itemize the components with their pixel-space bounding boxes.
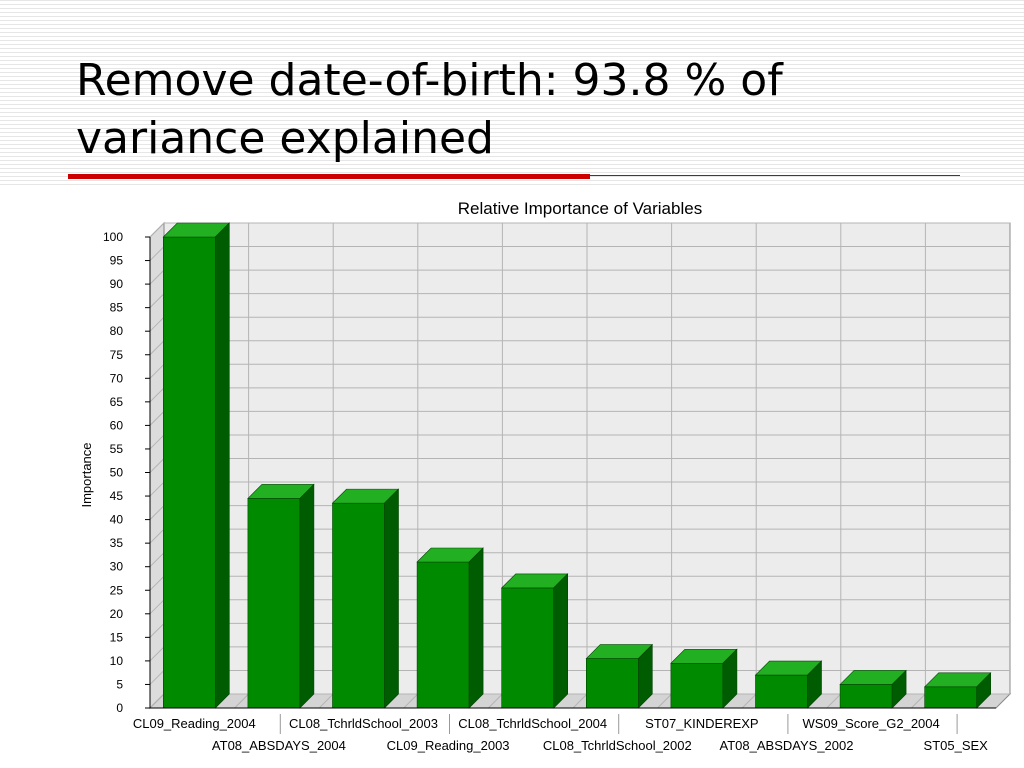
bar	[585, 658, 639, 709]
y-tick-label: 95	[110, 254, 124, 268]
gridline-floor	[826, 693, 842, 709]
bar	[247, 498, 301, 709]
bar	[416, 561, 470, 709]
gridline-floor	[741, 693, 757, 709]
slide-title: Remove date-of-birth: 93.8 % of variance…	[76, 52, 976, 168]
bar-side	[553, 573, 569, 709]
x-category-label: ST05_SEX	[924, 738, 989, 753]
y-axis-label: Importance	[79, 442, 94, 507]
gridline-side	[149, 528, 165, 544]
y-tick-label: 85	[110, 301, 124, 315]
x-category-label: CL08_TchrldSchool_2003	[289, 716, 438, 731]
gridline-floor	[234, 693, 249, 709]
gridline-side	[149, 411, 165, 426]
y-tick-label: 90	[110, 277, 124, 291]
bar-side	[215, 222, 230, 709]
bar-side	[299, 483, 315, 709]
x-category-label: AT08_ABSDAYS_2004	[212, 738, 346, 753]
bar	[163, 236, 216, 709]
gridline-side	[149, 622, 165, 638]
title-underline-accent	[68, 174, 590, 179]
x-category-label: CL09_Reading_2003	[387, 738, 510, 753]
y-tick-label: 20	[110, 607, 124, 621]
bar	[501, 587, 555, 709]
chart-panel: Relative Importance of Variables Importa…	[0, 186, 1024, 768]
gridline-side	[149, 505, 165, 520]
slide-title-line-1: Remove date-of-birth: 93.8 % of	[76, 55, 783, 106]
gridline-side	[149, 670, 165, 685]
title-underline-thin	[590, 175, 960, 176]
y-tick-label: 10	[110, 654, 124, 668]
gridline-side	[149, 269, 165, 285]
y-tick-label: 80	[110, 324, 124, 338]
gridline-side	[149, 222, 165, 238]
y-tick-label: 70	[110, 371, 124, 385]
y-tick-label: 65	[110, 395, 124, 409]
bar	[924, 686, 978, 709]
y-tick-label: 60	[110, 418, 124, 432]
gridline-side	[149, 340, 165, 356]
bar-side	[637, 643, 653, 709]
y-tick-label: 75	[110, 348, 124, 362]
x-category-label: ST07_KINDEREXP	[645, 716, 758, 731]
x-category-label: CL08_TchrldSchool_2004	[458, 716, 607, 731]
y-tick-label: 45	[110, 489, 124, 503]
gridline-side	[149, 316, 165, 332]
gridline-side	[149, 246, 165, 261]
bar	[332, 502, 385, 709]
gridline-side	[149, 434, 165, 450]
y-tick-label: 55	[110, 442, 124, 456]
gridline-side	[149, 481, 165, 497]
y-tick-label: 35	[110, 536, 124, 550]
x-category-label: CL08_TchrldSchool_2002	[543, 738, 692, 753]
gridline-floor	[403, 693, 419, 709]
bar	[755, 674, 808, 709]
y-tick-label: 30	[110, 560, 124, 574]
y-tick-label: 40	[110, 513, 124, 527]
importance-bar-chart: Relative Importance of Variables Importa…	[79, 199, 1012, 753]
x-category-label: CL09_Reading_2004	[133, 716, 256, 731]
gridline-side	[149, 646, 165, 662]
gridline-floor	[572, 693, 588, 709]
y-tick-label: 15	[110, 630, 124, 644]
y-tick-label: 25	[110, 583, 124, 597]
bar	[670, 662, 724, 709]
x-category-label: AT08_ABSDAYS_2002	[720, 738, 854, 753]
gridline-floor	[488, 693, 503, 709]
gridline-side	[149, 693, 165, 709]
gridline-side	[149, 387, 165, 403]
gridline-side	[149, 293, 165, 309]
y-tick-label: 0	[116, 701, 123, 715]
x-category-label: WS09_Score_G2_2004	[802, 716, 939, 731]
gridline-side	[149, 363, 165, 379]
bar	[839, 684, 893, 709]
gridline-floor	[657, 693, 672, 709]
gridline-floor	[911, 693, 926, 709]
chart-title: Relative Importance of Variables	[458, 199, 702, 218]
gridline-side	[149, 599, 165, 615]
bar-side	[891, 669, 907, 709]
bar-side	[976, 672, 992, 709]
gridline-side	[149, 552, 165, 568]
bar-side	[468, 547, 484, 709]
gridline-side	[149, 458, 165, 473]
slide-title-line-2: variance explained	[76, 113, 494, 164]
bar-side	[384, 488, 399, 709]
bar-side	[722, 648, 738, 709]
gridline-floor	[318, 693, 334, 709]
y-tick-label: 100	[103, 230, 123, 244]
y-tick-label: 5	[116, 677, 123, 691]
plot-area: 0 5 10 15 20 25 30 35 40 45 50 55 60 65 70 75 80 85 90 95 10…	[103, 221, 1012, 753]
bar-side	[807, 660, 822, 709]
y-tick-label: 50	[110, 466, 124, 480]
gridline-side	[149, 575, 165, 591]
